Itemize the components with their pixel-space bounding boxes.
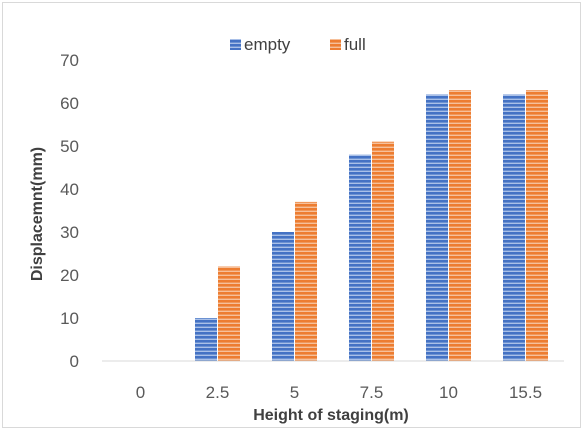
- y-tick-label: 20: [60, 266, 79, 285]
- bar-full-2_5: [218, 266, 240, 361]
- x-axis-title: Height of staging(m): [253, 407, 409, 424]
- x-tick-label: 7.5: [360, 383, 384, 402]
- x-tick-label: 0: [136, 383, 145, 402]
- legend-label-empty: empty: [244, 35, 291, 54]
- x-tick-label: 5: [290, 383, 299, 402]
- bars: [195, 90, 548, 362]
- bar-full-5: [295, 201, 317, 361]
- bar-empty-10: [426, 94, 448, 362]
- x-tick-label: 10: [439, 383, 458, 402]
- y-tick-label: 60: [60, 94, 79, 113]
- legend-swatch-full: [330, 39, 341, 50]
- y-tick-label: 70: [60, 51, 79, 70]
- bar-full-15_5: [526, 90, 548, 361]
- y-tick-label: 0: [70, 352, 79, 371]
- x-tick-label: 2.5: [206, 383, 230, 402]
- legend: empty full: [230, 35, 366, 54]
- y-axis-tick-labels: 0 10 20 30 40 50 60 70: [60, 51, 79, 371]
- bar-empty-15_5: [503, 94, 525, 362]
- y-axis-title: Displacemnt(mm): [29, 147, 46, 281]
- x-tick-label: 15.5: [509, 383, 542, 402]
- bar-empty-7_5: [349, 154, 371, 361]
- y-tick-label: 40: [60, 180, 79, 199]
- x-axis-tick-labels: 0 2.5 5 7.5 10 15.5: [136, 383, 542, 402]
- bar-full-10: [449, 90, 471, 361]
- legend-label-full: full: [344, 35, 366, 54]
- bar-full-7_5: [372, 141, 394, 361]
- bar-empty-2_5: [195, 318, 217, 361]
- y-tick-label: 10: [60, 309, 79, 328]
- bar-empty-5: [272, 232, 294, 361]
- y-tick-label: 50: [60, 137, 79, 156]
- y-tick-label: 30: [60, 223, 79, 242]
- legend-swatch-empty: [230, 39, 241, 50]
